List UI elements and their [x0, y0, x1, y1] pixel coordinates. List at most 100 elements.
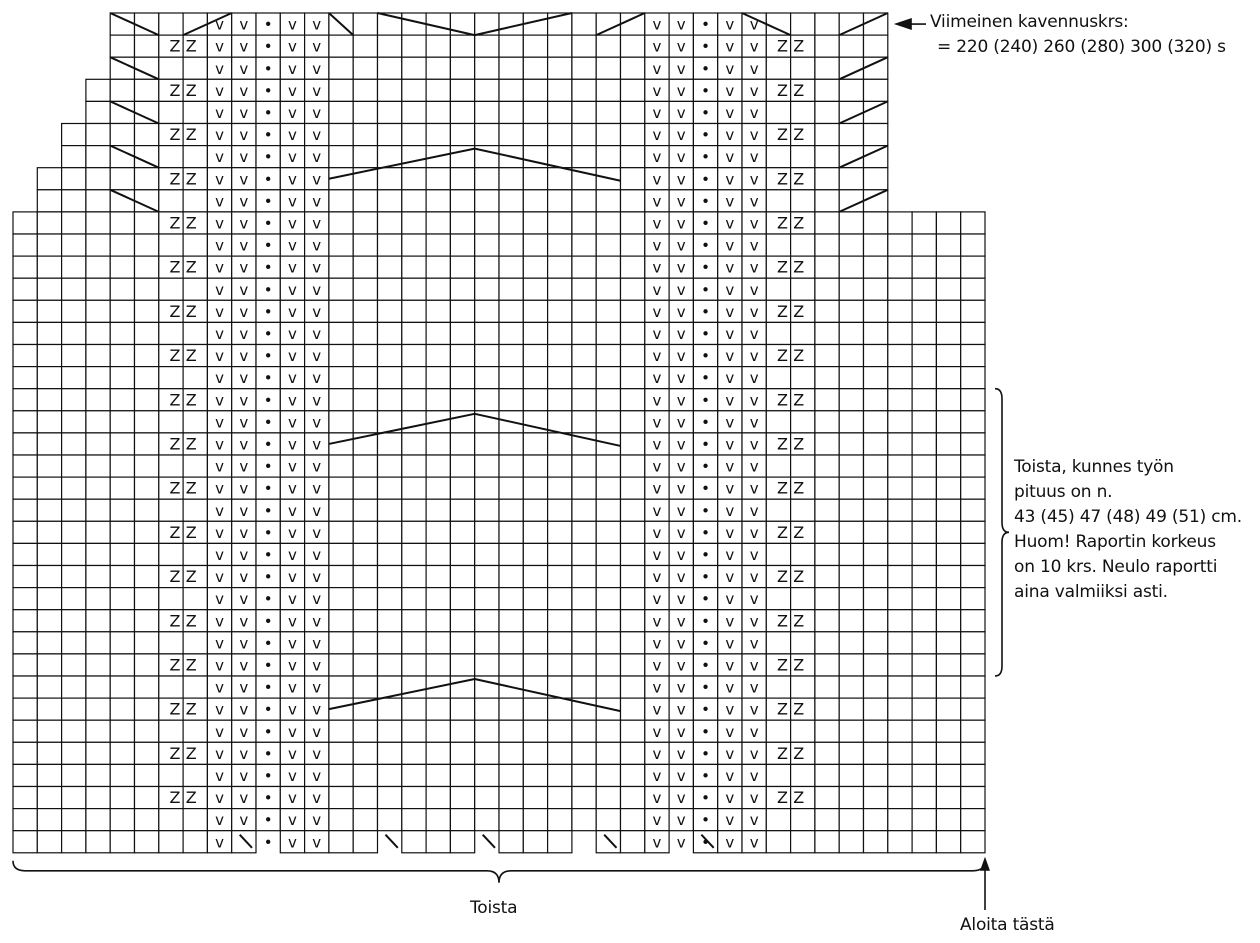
slip-stitch-symbol: v: [239, 281, 248, 299]
slip-stitch-symbol: v: [750, 480, 759, 498]
chart-cell: [474, 34, 500, 58]
chart-cell: [109, 631, 136, 655]
chart-cell: [595, 12, 622, 36]
chart-cell: [765, 763, 792, 788]
slip-stitch-symbol: v: [725, 612, 734, 630]
chart-cell: [376, 586, 403, 611]
slip-stitch-symbol: v: [215, 435, 224, 453]
chart-cell: [546, 432, 573, 456]
chart-cell: [109, 255, 136, 279]
decrease-line: [838, 100, 889, 125]
chart-cell: [498, 122, 524, 147]
slip-stitch-symbol: v: [312, 789, 321, 807]
chart-cell: [376, 122, 403, 147]
chart-cell: [571, 675, 597, 699]
chart-cell: [12, 542, 38, 567]
chart-cell: [571, 277, 597, 301]
chart-cell: [862, 56, 889, 80]
purl-dot-symbol: •: [701, 656, 710, 674]
chart-cell: [133, 498, 160, 522]
slip-stitch-symbol: v: [288, 767, 297, 785]
chart-cell: [449, 277, 476, 301]
chart-cell: [109, 211, 136, 235]
chart-cell: [935, 454, 962, 478]
chart-cell: [887, 785, 913, 810]
chart-cell: [449, 167, 476, 191]
chart-cell: [449, 719, 476, 743]
chart-cell: [838, 233, 865, 257]
slip-stitch-symbol: v: [239, 701, 248, 719]
chart-cell: [109, 410, 136, 434]
slip-stitch-symbol: v: [750, 612, 759, 630]
chart-cell: [522, 189, 549, 213]
purl-dot-symbol: •: [701, 833, 710, 851]
slip-stitch-symbol: v: [312, 811, 321, 829]
chart-cell: [182, 807, 209, 832]
chart-cell: [814, 542, 840, 567]
chart-cell: [352, 586, 379, 611]
chart-cell: [85, 609, 111, 633]
chart-cell: [376, 520, 403, 544]
chart-cell: [328, 100, 354, 125]
chart-cell: [862, 366, 889, 390]
chart-cell: [60, 586, 87, 611]
chart-cell: [522, 498, 549, 522]
chart-cell: [376, 653, 403, 677]
repeat-instruction-line: Huom! Raportin korkeus: [1014, 532, 1216, 552]
slip-stitch-symbol: v: [215, 369, 224, 387]
chart-cell: [498, 498, 524, 522]
chart-cell: [546, 78, 573, 103]
chart-cell: [352, 542, 379, 567]
chart-cell: [376, 78, 403, 103]
chart-cell: [352, 122, 379, 147]
slip-stitch-symbol: v: [725, 104, 734, 122]
chart-cell: [546, 410, 573, 434]
chart-cell: [352, 34, 379, 58]
slip-stitch-symbol: v: [677, 833, 686, 851]
slip-stitch-symbol: v: [312, 435, 321, 453]
chart-cell: [425, 277, 452, 301]
chart-cell: [109, 609, 136, 633]
chart-cell: [960, 785, 986, 810]
chart-cell: [887, 388, 913, 412]
slip-stitch-symbol: v: [239, 789, 248, 807]
chart-cell: [960, 697, 986, 721]
chart-cell: [474, 189, 500, 213]
slip-stitch-symbol: v: [653, 546, 662, 564]
chart-cell: [862, 12, 889, 36]
chart-cell: [12, 498, 38, 522]
chart-cell: [474, 542, 500, 567]
twist-symbol: Z: [169, 125, 180, 144]
chart-cell: [328, 78, 354, 103]
chart-cell: [546, 498, 573, 522]
slip-stitch-symbol: v: [239, 192, 248, 210]
slip-stitch-symbol: v: [215, 259, 224, 277]
slip-stitch-symbol: v: [312, 701, 321, 719]
purl-dot-symbol: •: [264, 192, 273, 210]
twist-symbol: Z: [186, 81, 197, 100]
chart-cell: [12, 388, 38, 412]
slip-stitch-symbol: v: [725, 723, 734, 741]
chart-cell: [109, 520, 136, 544]
chart-cell: [911, 432, 937, 456]
slip-stitch-symbol: v: [750, 701, 759, 719]
chart-cell: [887, 763, 913, 788]
chart-cell: [109, 653, 136, 677]
slip-stitch-symbol: v: [215, 104, 224, 122]
chart-cell: [12, 299, 38, 323]
chart-cell: [60, 763, 87, 788]
slip-stitch-symbol: v: [239, 480, 248, 498]
slip-stitch-symbol: v: [215, 701, 224, 719]
chart-cell: [85, 321, 111, 346]
slip-stitch-symbol: v: [312, 458, 321, 476]
chart-cell: [595, 807, 622, 832]
chart-cell: [425, 586, 452, 611]
chart-cell: [352, 321, 379, 346]
purl-dot-symbol: •: [701, 767, 710, 785]
chart-cell: [546, 609, 573, 633]
twist-symbol: Z: [169, 744, 180, 763]
slip-stitch-symbol: v: [288, 701, 297, 719]
chart-cell: [12, 675, 38, 699]
purl-dot-symbol: •: [264, 104, 273, 122]
